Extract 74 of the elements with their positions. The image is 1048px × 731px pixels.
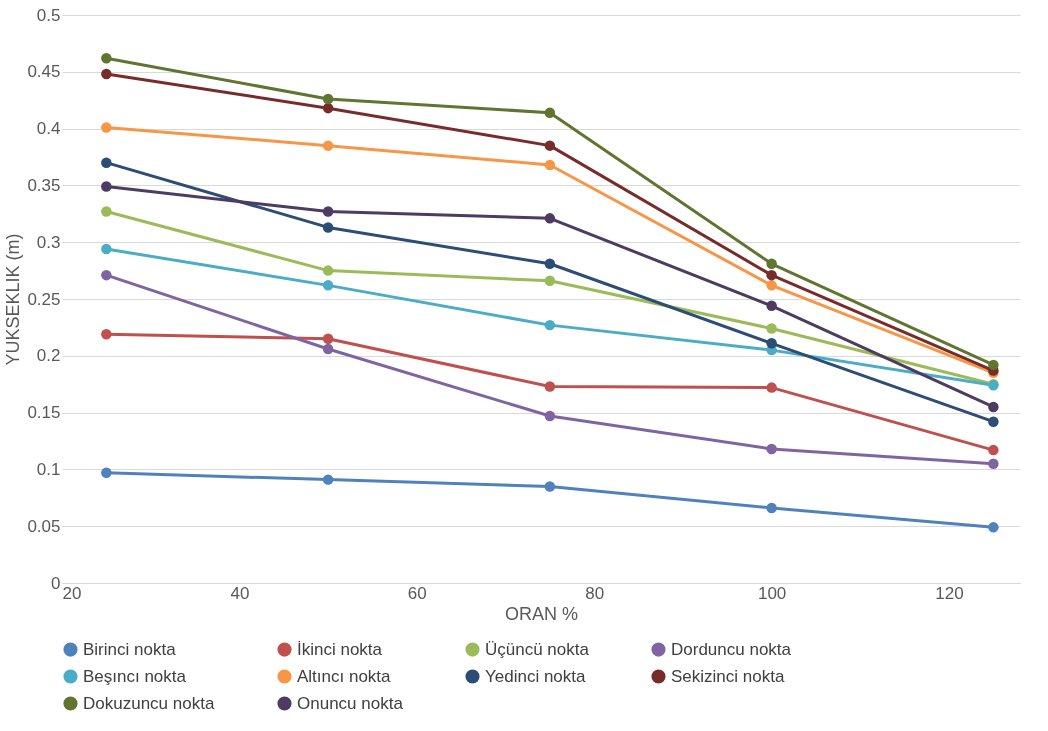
point xyxy=(101,52,112,64)
point xyxy=(544,381,556,392)
y-tick-label: 0.1 xyxy=(36,459,61,479)
legend-label: Dorduncu nokta xyxy=(671,639,792,659)
point xyxy=(101,269,112,281)
x-axis-title: ORAN % xyxy=(504,603,579,624)
y-tick-label: 0.2 xyxy=(36,346,61,366)
point xyxy=(544,107,556,118)
point xyxy=(988,401,999,413)
point xyxy=(322,93,334,105)
y-axis-title: YUKSEKLIK (m) xyxy=(3,233,24,366)
point xyxy=(544,319,556,331)
point xyxy=(544,410,556,422)
point xyxy=(766,300,777,312)
point xyxy=(544,258,556,270)
point xyxy=(101,157,112,168)
y-tick-label: 0.05 xyxy=(27,516,61,536)
point xyxy=(766,258,777,270)
y-tick-label: 0.5 xyxy=(36,5,61,25)
x-tick-label: 40 xyxy=(230,583,250,603)
point xyxy=(322,140,334,151)
point xyxy=(988,444,999,456)
legend-label: İkinci nokta xyxy=(297,639,383,659)
legend-label: Dokuzuncu nokta xyxy=(83,693,215,713)
y-tick-label: 0.15 xyxy=(27,403,61,423)
point xyxy=(544,481,556,492)
point xyxy=(544,159,556,171)
legend-label: Beşıncı nokta xyxy=(83,666,187,686)
point xyxy=(322,265,334,276)
point xyxy=(101,467,112,479)
point xyxy=(766,443,777,455)
y-tick-label: 0.3 xyxy=(36,232,61,252)
y-tick-label: 0.35 xyxy=(27,175,61,195)
legend-label: Onuncu nokta xyxy=(297,693,404,713)
point xyxy=(988,359,999,371)
point xyxy=(322,222,334,233)
point xyxy=(766,323,777,334)
legend-label: Sekizinci nokta xyxy=(671,666,785,686)
point xyxy=(322,102,334,114)
point xyxy=(766,502,777,514)
point xyxy=(766,269,777,281)
point xyxy=(322,343,334,355)
x-tick-label: 20 xyxy=(62,583,82,603)
point xyxy=(322,333,334,344)
y-tick-label: 0.25 xyxy=(27,289,61,309)
point xyxy=(544,275,556,287)
y-tick-label: 0 xyxy=(51,573,61,593)
point xyxy=(101,122,112,133)
point xyxy=(101,206,112,217)
x-tick-label: 120 xyxy=(935,583,964,603)
point xyxy=(544,140,556,151)
legend-label: Üçüncü nokta xyxy=(485,639,590,659)
legend-label: Yedinci nokta xyxy=(485,666,587,686)
point xyxy=(322,280,334,291)
x-tick-label: 60 xyxy=(407,583,427,603)
point xyxy=(988,416,999,427)
point xyxy=(766,338,777,349)
point xyxy=(101,181,112,192)
y-tick-label: 0.4 xyxy=(36,119,61,139)
point xyxy=(766,280,777,291)
point xyxy=(988,458,999,469)
legend-label: Birinci nokta xyxy=(83,639,177,659)
y-tick-label: 0.45 xyxy=(27,62,61,82)
point xyxy=(322,206,334,217)
point xyxy=(322,474,334,485)
x-tick-label: 80 xyxy=(585,583,605,603)
point xyxy=(101,68,112,80)
point xyxy=(544,213,556,224)
point xyxy=(101,328,112,340)
x-tick-label: 100 xyxy=(757,583,787,603)
legend-label: Altıncı nokta xyxy=(297,666,392,686)
point xyxy=(988,522,999,533)
point xyxy=(101,243,112,255)
point xyxy=(766,382,777,393)
